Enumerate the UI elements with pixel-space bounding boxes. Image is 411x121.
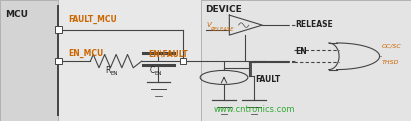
Bar bbox=[201, 0, 411, 121]
Text: EN: EN bbox=[155, 71, 162, 76]
Text: RELEASE: RELEASE bbox=[211, 27, 234, 32]
Text: R: R bbox=[105, 66, 110, 75]
Bar bbox=[55, 26, 62, 33]
Text: THSD: THSD bbox=[381, 60, 399, 65]
Text: EN\FAULT: EN\FAULT bbox=[148, 49, 188, 58]
Text: C: C bbox=[150, 66, 155, 75]
Text: www.cntronics.com: www.cntronics.com bbox=[214, 105, 296, 114]
Bar bbox=[180, 58, 186, 64]
Text: OC/SC: OC/SC bbox=[381, 43, 401, 49]
Text: EN: EN bbox=[295, 47, 307, 56]
Text: DEVICE: DEVICE bbox=[205, 5, 241, 14]
Text: FAULT: FAULT bbox=[255, 75, 280, 84]
Bar bbox=[55, 58, 62, 64]
Text: V: V bbox=[206, 22, 211, 28]
Text: RELEASE: RELEASE bbox=[295, 20, 333, 29]
Text: MCU: MCU bbox=[5, 10, 28, 19]
Text: EN_MCU: EN_MCU bbox=[68, 49, 103, 58]
Text: EN: EN bbox=[110, 71, 118, 76]
Bar bbox=[0, 0, 58, 121]
Text: FAULT_MCU: FAULT_MCU bbox=[68, 15, 117, 24]
